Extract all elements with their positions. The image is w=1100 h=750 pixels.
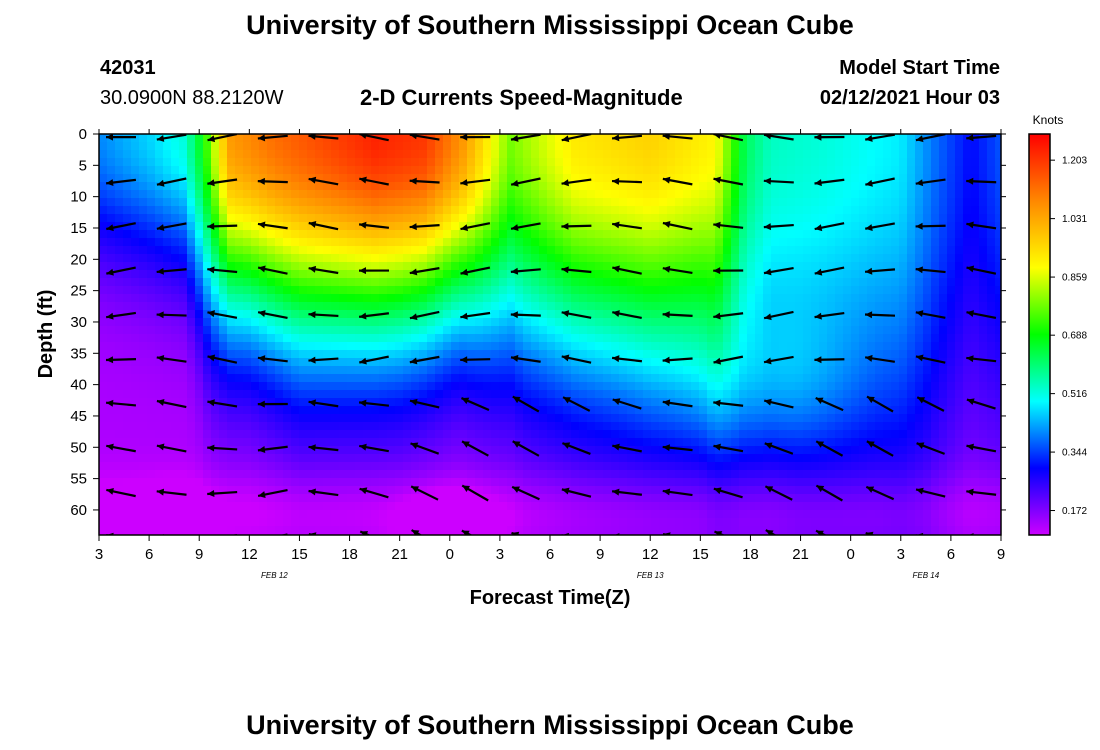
x-tick-label: 6 [145, 546, 153, 563]
x-tick-label: 0 [446, 546, 454, 563]
x-tick-label: 3 [95, 546, 103, 563]
colorbar-label-3: 0.688 [1062, 331, 1087, 342]
x-tick-label: 9 [997, 546, 1005, 563]
station-location: 30.0900N 88.2120W [100, 87, 284, 109]
current-arrow [1068, 313, 1098, 317]
y-tick-label: 55 [70, 471, 87, 488]
y-tick-label: 25 [70, 283, 87, 300]
y-tick-label: 10 [70, 189, 87, 206]
colorbar-label-4: 0.516 [1062, 389, 1087, 400]
current-arrow [1068, 134, 1097, 140]
current-arrow [1068, 357, 1097, 363]
y-tick-label: 20 [70, 251, 87, 268]
current-arrow [230, 533, 237, 535]
date-label: FEB 12 [261, 571, 288, 580]
x-tick-label: 12 [642, 546, 659, 563]
colorbar-label-1: 1.031 [1062, 214, 1087, 225]
station-id: 42031 [100, 57, 156, 79]
y-tick-label: 45 [70, 408, 87, 425]
plot-subtitle: 2-D Currents Speed-Magnitude [360, 85, 683, 110]
date-label: FEB 13 [637, 571, 664, 580]
x-tick-label: 0 [846, 546, 854, 563]
x-tick-label: 15 [291, 546, 308, 563]
colorbar-label-0: 1.203 [1062, 156, 1087, 167]
y-axis-label: Depth (ft) [35, 290, 57, 379]
colorbar-title: Knots [1033, 113, 1064, 127]
y-tick-label: 50 [70, 439, 87, 456]
date-label: FEB 14 [912, 571, 939, 580]
x-tick-label: 9 [195, 546, 203, 563]
x-tick-label: 3 [496, 546, 504, 563]
x-tick-label: 9 [596, 546, 604, 563]
y-tick-label: 15 [70, 220, 87, 237]
x-tick-label: 18 [742, 546, 759, 563]
colorbar-gradient [1028, 133, 1051, 536]
colorbar-label-5: 0.344 [1062, 448, 1087, 459]
y-tick-label: 60 [70, 502, 87, 519]
x-axis: 3 6 9 12 15 18 21 0 3 6 9 12 15 18 21 0 3 6 9 FEB 12 FEB 13 F… [95, 129, 1005, 580]
current-arrow [561, 534, 567, 535]
current-arrows [105, 134, 1098, 543]
page-title: University of Southern Mississippi Ocean… [246, 10, 854, 40]
current-arrow [915, 534, 921, 535]
x-tick-label: 6 [947, 546, 955, 563]
colorbar-label-2: 0.859 [1062, 273, 1087, 284]
heatmap [99, 134, 1001, 535]
current-arrow [1068, 179, 1097, 185]
x-tick-label: 21 [792, 546, 809, 563]
current-arrow [612, 534, 615, 535]
model-start-label: Model Start Time [839, 57, 1000, 79]
current-arrow [1069, 531, 1096, 543]
model-start-value: 02/12/2021 Hour 03 [819, 87, 1000, 109]
current-arrow [106, 534, 113, 535]
y-tick-label: 0 [79, 126, 87, 143]
current-arrow [1067, 402, 1097, 405]
current-arrow [966, 534, 969, 535]
x-tick-label: 15 [692, 546, 709, 563]
y-tick-label: 40 [70, 377, 87, 394]
current-arrow [1068, 489, 1097, 498]
x-tick-label: 18 [341, 546, 358, 563]
y-tick-label: 35 [70, 345, 87, 362]
x-tick-label: 21 [391, 546, 408, 563]
x-tick-label: 3 [897, 546, 905, 563]
colorbar: Knots 1.203 1.031 0.859 0.688 0.516 0.344 0.17… [1028, 113, 1087, 536]
y-tick-label: 5 [79, 157, 87, 174]
colorbar-label-6: 0.172 [1062, 506, 1087, 517]
y-tick-label: 30 [70, 314, 87, 331]
x-tick-label: 12 [241, 546, 258, 563]
x-axis-label: Forecast Time(Z) [470, 587, 631, 609]
footer-title: University of Southern Mississippi Ocean… [246, 710, 854, 740]
y-axis: 0 5 10 15 20 25 30 35 40 45 50 55 60 [70, 126, 1006, 519]
x-tick-label: 6 [546, 546, 554, 563]
